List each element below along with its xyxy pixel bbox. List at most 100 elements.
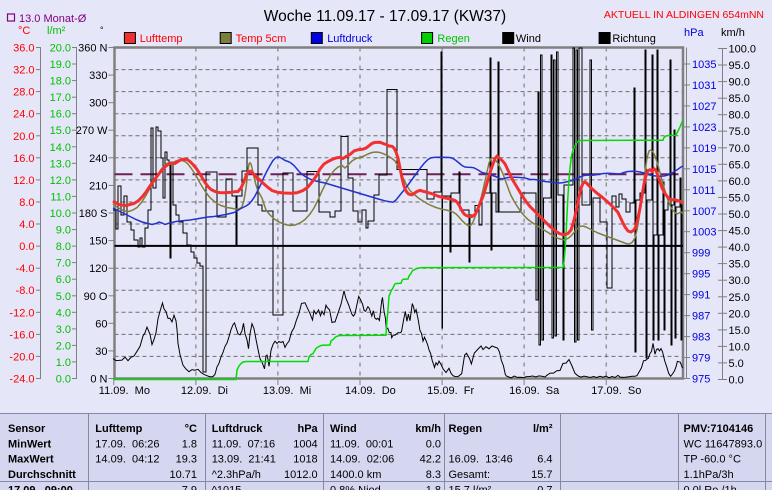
svg-text:240: 240: [89, 153, 107, 165]
svg-text:3.0: 3.0: [56, 324, 71, 336]
svg-text:995: 995: [692, 269, 710, 281]
svg-text:Luftdruck: Luftdruck: [212, 423, 264, 435]
svg-text:1027: 1027: [692, 101, 716, 113]
svg-text:13.0: 13.0: [50, 158, 71, 170]
svg-text:Lufttemp: Lufttemp: [95, 423, 142, 435]
svg-text:1400.0 km: 1400.0 km: [330, 469, 381, 481]
svg-text:Durchschnitt: Durchschnitt: [8, 469, 76, 481]
svg-text:0.0: 0.0: [729, 375, 744, 387]
svg-text:Wind: Wind: [516, 33, 541, 45]
svg-text:20.0: 20.0: [13, 131, 34, 143]
svg-text:12.0: 12.0: [13, 175, 34, 187]
svg-text:14.0: 14.0: [50, 142, 71, 154]
svg-text:-8.0: -8.0: [16, 285, 35, 297]
svg-text:8.0: 8.0: [19, 197, 34, 209]
svg-text:35.0: 35.0: [729, 259, 750, 271]
svg-text:75.0: 75.0: [729, 126, 750, 138]
svg-text:14.09. Do: 14.09. Do: [345, 385, 396, 397]
svg-text:17.09. 09:00: 17.09. 09:00: [8, 485, 73, 490]
svg-text:TP -60.0 °C: TP -60.0 °C: [684, 454, 741, 466]
svg-text:15.0: 15.0: [729, 325, 750, 337]
svg-text:^2.3hPa/h: ^2.3hPa/h: [212, 469, 261, 481]
svg-text:6.0: 6.0: [56, 274, 71, 286]
svg-text:Lufttemp: Lufttemp: [140, 33, 183, 45]
svg-text:MaxWert: MaxWert: [8, 454, 54, 466]
svg-text:12.09. Di: 12.09. Di: [181, 385, 228, 397]
svg-text:16.0: 16.0: [13, 153, 34, 165]
svg-text:300: 300: [89, 98, 107, 110]
svg-text:0.7: 0.7: [537, 485, 552, 490]
svg-text:1012.0: 1012.0: [284, 469, 318, 481]
svg-text:km/h: km/h: [415, 423, 441, 435]
svg-text:l/m²: l/m²: [533, 423, 553, 435]
svg-text:-16.0: -16.0: [9, 329, 34, 341]
svg-text:16.09. Sa: 16.09. Sa: [509, 385, 560, 397]
svg-text:17.09. So: 17.09. So: [591, 385, 641, 397]
svg-text:°C: °C: [185, 423, 197, 435]
svg-text:1035: 1035: [692, 59, 716, 71]
svg-text:70.0: 70.0: [729, 143, 750, 155]
svg-text:1.8: 1.8: [182, 439, 197, 451]
svg-text:1003: 1003: [692, 227, 716, 239]
svg-text:13.09. 21:41: 13.09. 21:41: [212, 454, 276, 466]
svg-text:0.0: 0.0: [56, 374, 71, 386]
svg-text:1011: 1011: [692, 185, 716, 197]
svg-text:Regen: Regen: [437, 33, 469, 45]
svg-text:18.0: 18.0: [50, 76, 71, 88]
svg-text:0.0: 0.0: [19, 241, 34, 253]
svg-text:MinWert: MinWert: [8, 439, 52, 451]
svg-text:9.0: 9.0: [56, 225, 71, 237]
svg-text:hPa: hPa: [684, 27, 704, 39]
svg-text:10.71: 10.71: [169, 469, 197, 481]
svg-text:4.0: 4.0: [19, 219, 34, 231]
svg-text:65.0: 65.0: [729, 159, 750, 171]
svg-text:5.0: 5.0: [729, 358, 744, 370]
svg-text:Gesamt:: Gesamt:: [449, 469, 491, 481]
svg-text:20.0: 20.0: [729, 308, 750, 320]
svg-text:13.0 Monat-Ø: 13.0 Monat-Ø: [19, 13, 87, 25]
svg-text:1019: 1019: [692, 143, 716, 155]
svg-text:5.0: 5.0: [56, 291, 71, 303]
svg-text:Wind: Wind: [330, 423, 357, 435]
svg-text:1015: 1015: [692, 164, 716, 176]
svg-text:Regen: Regen: [449, 423, 483, 435]
svg-text:360 N: 360 N: [78, 43, 107, 55]
svg-text:60: 60: [95, 318, 107, 330]
svg-text:Luftdruck: Luftdruck: [327, 33, 373, 45]
svg-text:14.09. 04:12: 14.09. 04:12: [95, 454, 159, 466]
svg-text:1.8: 1.8: [426, 485, 441, 490]
svg-text:1031: 1031: [692, 80, 716, 92]
svg-text:90.0: 90.0: [729, 77, 750, 89]
svg-text:42.2: 42.2: [420, 454, 441, 466]
svg-text:-24.0: -24.0: [9, 374, 34, 386]
svg-text:40.0: 40.0: [729, 242, 750, 254]
svg-text:0.0: 0.0: [426, 439, 441, 451]
svg-text:180 S: 180 S: [79, 208, 108, 220]
svg-text:16.09. 13:46: 16.09. 13:46: [449, 454, 513, 466]
svg-text:55.0: 55.0: [729, 192, 750, 204]
svg-text:l/m²: l/m²: [47, 25, 66, 37]
svg-text:36.0: 36.0: [13, 43, 34, 55]
svg-text:13.09. Mi: 13.09. Mi: [263, 385, 311, 397]
svg-text:30.0: 30.0: [729, 275, 750, 287]
svg-text:45.0: 45.0: [729, 226, 750, 238]
svg-text:1.1hPa/3h: 1.1hPa/3h: [684, 469, 734, 481]
svg-text:210: 210: [89, 180, 107, 192]
svg-text:24.0: 24.0: [13, 109, 34, 121]
svg-text:16.0: 16.0: [50, 109, 71, 121]
svg-text:17.0: 17.0: [50, 92, 71, 104]
svg-text:983: 983: [692, 332, 710, 344]
svg-text:85.0: 85.0: [729, 93, 750, 105]
svg-text:19.3: 19.3: [176, 454, 197, 466]
svg-text:90 O: 90 O: [84, 291, 108, 303]
svg-text:95.0: 95.0: [729, 60, 750, 72]
svg-text:32.0: 32.0: [13, 65, 34, 77]
svg-text:150: 150: [89, 236, 107, 248]
svg-text:-4.0: -4.0: [16, 263, 35, 275]
svg-text:1007: 1007: [692, 206, 716, 218]
svg-text:8.3: 8.3: [426, 469, 441, 481]
svg-text:330: 330: [89, 70, 107, 82]
svg-text:991: 991: [692, 290, 710, 302]
svg-text:20.0: 20.0: [50, 43, 71, 55]
svg-text:AKTUELL IN ALDINGEN 654mNN: AKTUELL IN ALDINGEN 654mNN: [604, 9, 764, 21]
